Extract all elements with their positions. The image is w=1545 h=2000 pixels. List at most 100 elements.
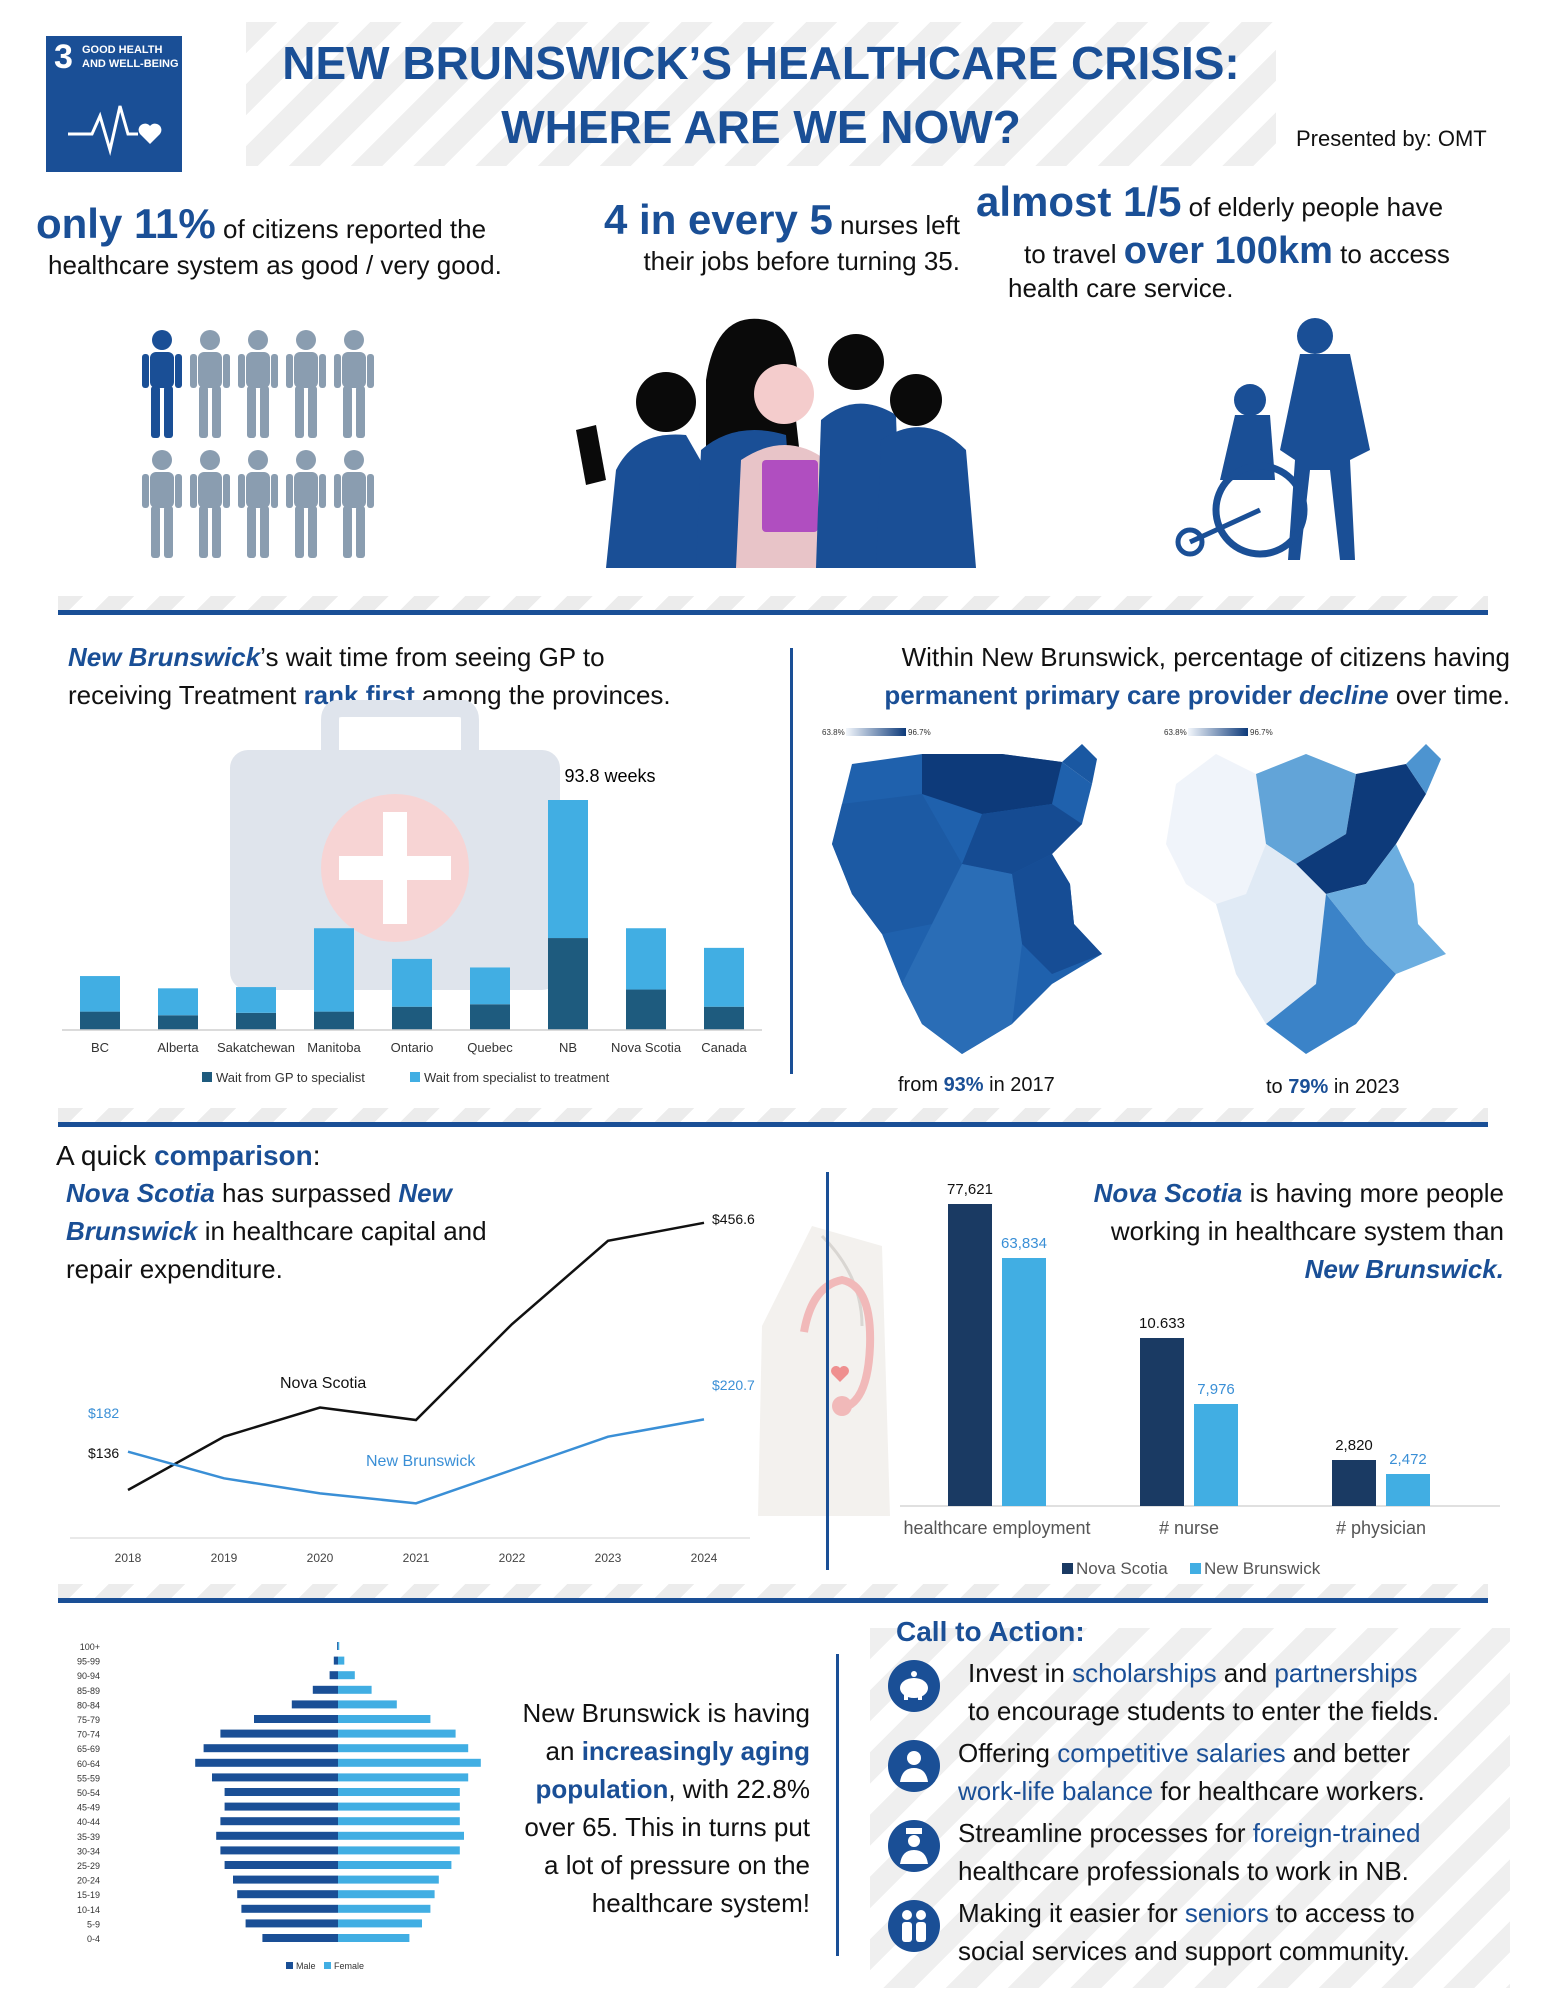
- pyramid-male-70-74: [220, 1729, 338, 1738]
- pyramid-male-95-99: [333, 1656, 338, 1665]
- wait-bar-gp-8: [704, 1006, 744, 1030]
- stat-elderly-text4: health care service.: [1008, 273, 1234, 303]
- pyramid-female-95-99: [338, 1656, 345, 1665]
- nb-series-label: New Brunswick: [366, 1453, 476, 1470]
- map-2017-caption-a: from: [898, 1074, 944, 1096]
- pyramid-male-45-49: [224, 1802, 338, 1811]
- worker-left: [576, 372, 706, 568]
- workforce-text-nb: New Brunswick.: [1304, 1254, 1504, 1284]
- pyramid-male-50-54: [224, 1788, 338, 1796]
- workforce-legend: Nova Scotia New Brunswick: [1062, 1559, 1321, 1578]
- wait-bar-gp-7: [626, 989, 666, 1030]
- map-heading-ppcp: permanent primary care provider: [884, 680, 1300, 710]
- pyramid-male-20-24: [233, 1875, 338, 1884]
- cta3-text-b: foreign-trained: [1252, 1818, 1421, 1848]
- vertical-divider-1: [790, 648, 793, 1074]
- cta1-text-a: Invest in: [968, 1658, 1073, 1688]
- sdg-line2: AND WELL-BEING: [82, 58, 179, 70]
- wait-bar-treatment-2: [236, 987, 276, 1013]
- cta1-text-b: scholarships: [1072, 1658, 1217, 1688]
- workforce-text-a: is having more people: [1242, 1178, 1504, 1208]
- pyramid-female-30-34: [338, 1846, 460, 1855]
- line-xlabel-2023: 2023: [595, 1551, 622, 1565]
- pyramid-male-10-14: [241, 1904, 338, 1913]
- sdg-line1: GOOD HEALTH: [82, 44, 163, 56]
- section-divider-2: [58, 1108, 1488, 1130]
- cta1-text-d: partnerships: [1274, 1658, 1418, 1688]
- wait-bar-treatment-6: [548, 800, 588, 939]
- wait-bar-treatment-0: [80, 976, 120, 1012]
- stat-elderly-big1: almost 1/5: [976, 178, 1182, 225]
- stat-elderly-big2: over 100km: [1123, 230, 1333, 272]
- cta2-text-b: competitive salaries: [1057, 1738, 1286, 1768]
- population-pyramid: 0-4 5-9 10-14 15-19 20-24 25-29 30-34 35-39 40-4…: [77, 1642, 481, 1971]
- wait-bar-gp-2: [236, 1012, 276, 1030]
- capital-text-b: in healthcare capital and: [197, 1216, 487, 1246]
- pyramid-female-25-29: [338, 1861, 452, 1869]
- cta3-text-line2: healthcare professionals to work in NB.: [958, 1856, 1409, 1886]
- cta2-text-d: work-life balance: [958, 1776, 1154, 1806]
- capital-text-ns: Nova Scotia: [66, 1178, 215, 1208]
- cta2-text-e: for healthcare workers.: [1153, 1776, 1425, 1806]
- workforce-legend-nb: New Brunswick: [1204, 1559, 1321, 1578]
- stat-elderly: almost 1/5 of elderly people have to tra…: [976, 178, 1496, 304]
- piggy-bank-icon: [888, 1660, 940, 1712]
- pyramid-legend-male: Male: [296, 1961, 316, 1971]
- section-divider-3: [58, 1584, 1488, 1606]
- person-icon: [238, 330, 278, 438]
- aging-text-2: an: [545, 1736, 582, 1766]
- cta-band: [870, 1628, 1510, 1988]
- pyramid-label-85-89: 85-89: [77, 1686, 100, 1696]
- stat-elderly-text2: to travel: [1024, 239, 1124, 269]
- pyramid-label-35-39: 35-39: [77, 1832, 100, 1842]
- wait-bar-gp-5: [470, 1004, 510, 1030]
- wait-bar-gp-1: [158, 1015, 198, 1030]
- workforce-value-0-1: 63,834: [1001, 1235, 1047, 1252]
- stat-nurses-text1: nurses left: [832, 210, 960, 240]
- cta4-text-c: to access to: [1268, 1898, 1415, 1928]
- page-title-line1: NEW BRUNSWICK’S HEALTHCARE CRISIS:: [282, 37, 1240, 89]
- comparison-heading: A quick comparison:: [56, 1140, 321, 1172]
- cta2-text-c: and better: [1285, 1738, 1410, 1768]
- line-nova-scotia: [127, 1221, 705, 1492]
- cta1-text-line2: to encourage students to enter the field…: [968, 1696, 1440, 1726]
- person-icon: [190, 330, 230, 438]
- capital-text: Nova Scotia has surpassed New Brunswick …: [66, 1174, 606, 1288]
- wait-legend-gp: Wait from GP to specialist: [216, 1070, 365, 1085]
- workforce-text: Nova Scotia is having more people workin…: [1010, 1174, 1504, 1288]
- first-aid-kit-backdrop: [230, 700, 560, 990]
- wait-bar-treatment-7: [626, 928, 666, 990]
- capital-text-nb2: Brunswick: [66, 1216, 198, 1246]
- stat-citizens-text2: healthcare system as good / very good.: [48, 250, 502, 280]
- pyramid-female-60-64: [338, 1758, 481, 1767]
- worker-center: [736, 364, 831, 568]
- wait-bar-gp-6: [548, 938, 588, 1030]
- aging-text-8: healthcare system!: [591, 1888, 810, 1918]
- cta4-text-line2: social services and support community.: [958, 1936, 1410, 1966]
- aging-text-6: over 65. This in turns put: [524, 1812, 810, 1842]
- workforce-text-ns: Nova Scotia: [1093, 1178, 1243, 1208]
- pyramid-label-100+: 100+: [80, 1642, 100, 1652]
- workforce-bar-2-0: [1332, 1460, 1376, 1506]
- pyramid-label-55-59: 55-59: [77, 1773, 100, 1783]
- workforce-text-b: working in healthcare system than: [1110, 1216, 1504, 1246]
- vertical-divider-3: [836, 1654, 839, 1956]
- map-2023-legend: 63.8% 96.7%: [1164, 728, 1273, 737]
- pyramid-male-35-39: [216, 1831, 338, 1840]
- healthcare-workers-illustration: [576, 318, 976, 568]
- vertical-divider-2: [826, 1172, 829, 1570]
- pyramid-male-90-94: [329, 1671, 338, 1680]
- stat-citizens-big: only 11%: [36, 200, 216, 247]
- pyramid-male-85-89: [312, 1685, 338, 1694]
- pyramid-label-90-94: 90-94: [77, 1671, 100, 1681]
- people-pictogram: [142, 330, 374, 558]
- map-2023-caption: to 79% in 2023: [1266, 1076, 1399, 1099]
- map-2023: 63.8% 96.7%: [1164, 728, 1446, 1054]
- wait-bar-gp-4: [392, 1006, 432, 1030]
- elderly-couple-icon: [888, 1900, 940, 1952]
- page-title-line2: WHERE ARE WE NOW?: [501, 101, 1021, 153]
- wait-bar-gp-0: [80, 1011, 120, 1030]
- person-icon: [334, 450, 374, 558]
- map-2023-legend-max: 96.7%: [1250, 728, 1273, 737]
- pyramid-label-50-54: 50-54: [77, 1788, 100, 1798]
